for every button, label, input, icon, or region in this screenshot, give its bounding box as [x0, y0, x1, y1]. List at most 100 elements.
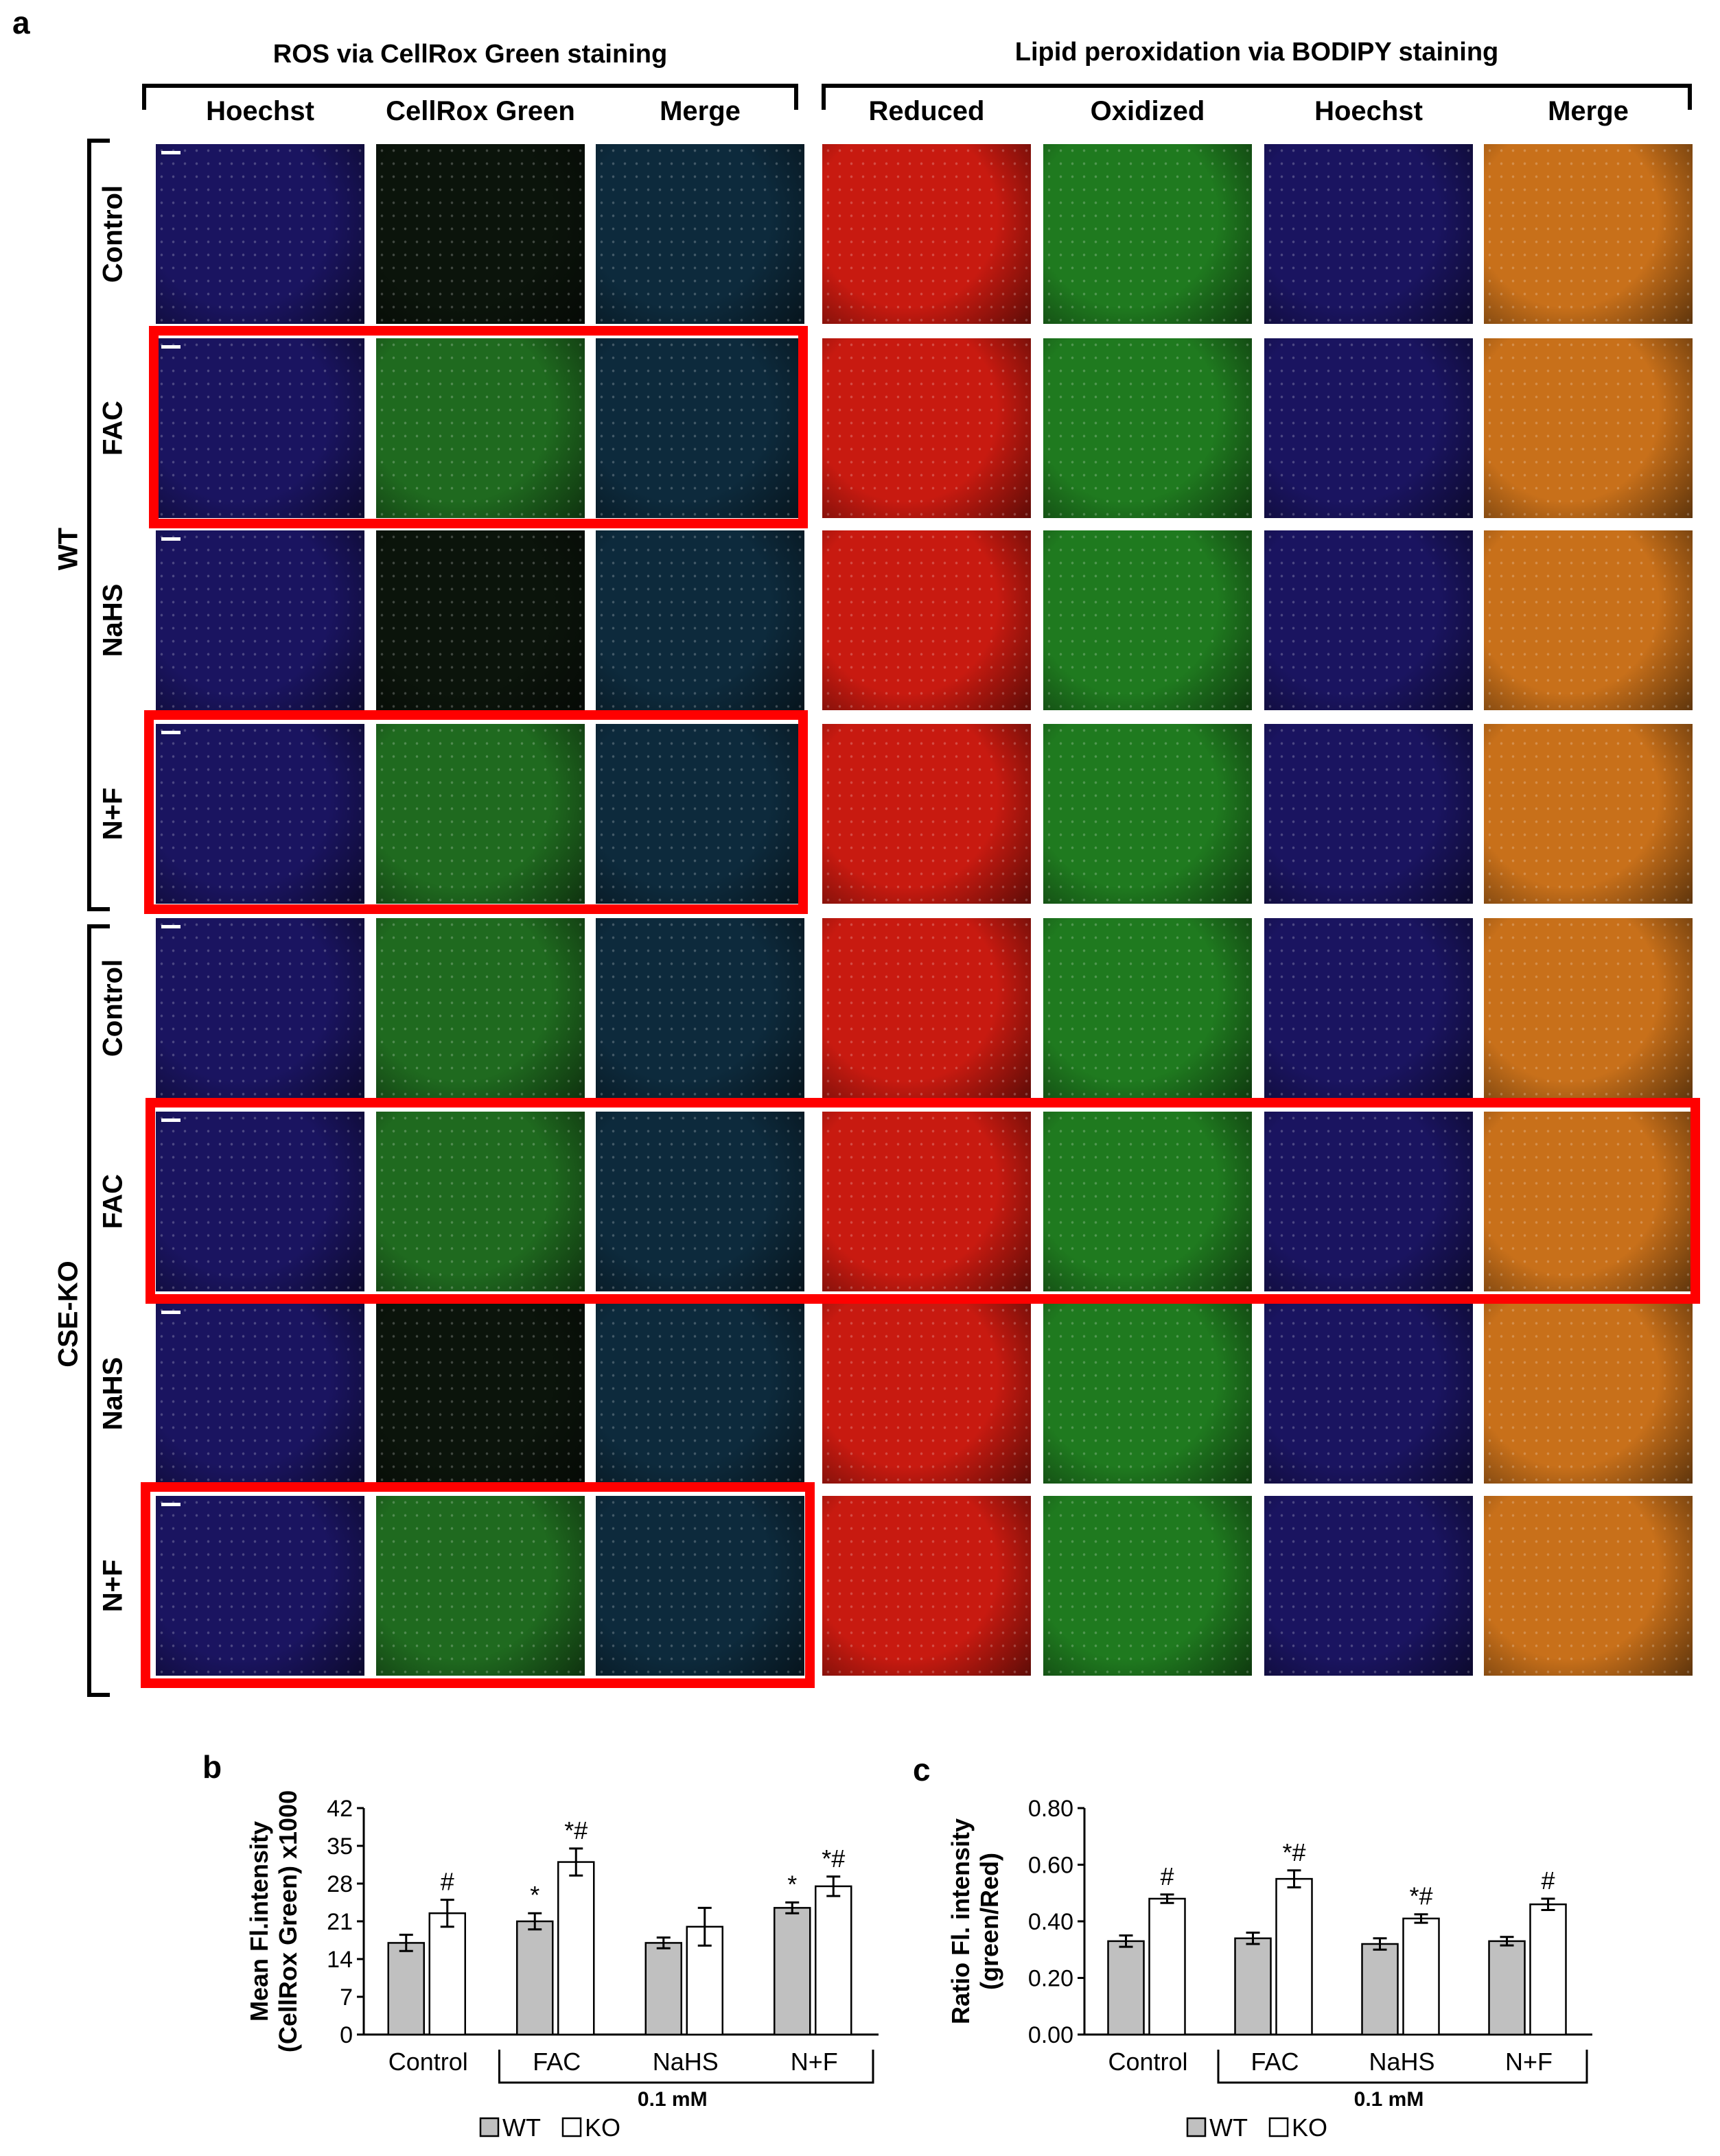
- y-tick-label: 0: [340, 2022, 353, 2048]
- column-header-hoechst-5: Hoechst: [1314, 96, 1423, 126]
- legend-swatch-ko: [1268, 2117, 1289, 2137]
- legend-label-ko: KO: [585, 2113, 620, 2142]
- legend-swatch-wt: [479, 2117, 500, 2137]
- group-bracket: [1217, 2050, 1588, 2084]
- micrograph-tile-r4-c0: [156, 918, 364, 1098]
- bar-ko: [557, 1861, 595, 2036]
- chart-c: Ratio Fl. intensity (green/Red) 0.00 0.20 0.…: [946, 1796, 1592, 2142]
- category-label: FAC: [1251, 2048, 1299, 2076]
- micrograph-tile-r1-c4: [1043, 338, 1252, 518]
- micrograph-tile-r0-c2: [596, 144, 804, 324]
- y-tick-label: 21: [327, 1909, 353, 1935]
- micrograph-tile-r7-c4: [1043, 1496, 1252, 1676]
- micrograph-tile-r7-c2: [596, 1496, 804, 1676]
- micrograph-tile-r6-c5: [1264, 1304, 1473, 1484]
- bar-ko: [815, 1885, 852, 2036]
- group-bracket: [498, 2050, 874, 2084]
- significance-mark: *: [787, 1871, 797, 1899]
- group-bracket-label: 0.1 mM: [1354, 2088, 1424, 2111]
- legend-label-wt: WT: [502, 2113, 541, 2142]
- micrograph-tile-r6-c1: [376, 1304, 585, 1484]
- y-tick-label: 28: [327, 1871, 353, 1897]
- genotype-label-wt: WT: [53, 527, 84, 571]
- legend-swatch-wt: [1186, 2117, 1207, 2137]
- column-header-merge-6: Merge: [1548, 96, 1629, 126]
- micrograph-tile-r6-c4: [1043, 1304, 1252, 1484]
- panel-letter-a: a: [12, 5, 30, 40]
- y-tick-label: 0.60: [1028, 1853, 1073, 1879]
- chart-b: Mean Fl.intensity (CellRox Green) x1000 0 7…: [245, 1790, 879, 2142]
- micrograph-tile-r2-c2: [596, 530, 804, 710]
- column-header-hoechst-0: Hoechst: [206, 96, 314, 126]
- bar-ko: [1529, 1903, 1567, 2036]
- micrograph-tile-r2-c6: [1484, 530, 1693, 710]
- group-bracket-label: 0.1 mM: [638, 2088, 708, 2111]
- micrograph-tile-r4-c6: [1484, 918, 1693, 1098]
- bar-wt: [1107, 1940, 1145, 2036]
- scale-bar: [161, 731, 181, 734]
- micrograph-tile-r7-c0: [156, 1496, 364, 1676]
- category-label: FAC: [533, 2048, 581, 2076]
- bar-ko: [1148, 1897, 1186, 2036]
- y-axis-label: Ratio Fl. intensity: [946, 1818, 975, 2024]
- y-tick-label: 42: [327, 1796, 353, 1822]
- micrograph-tile-r5-c3: [822, 1112, 1031, 1291]
- significance-mark: *#: [1282, 1838, 1305, 1866]
- micrograph-tile-r4-c1: [376, 918, 585, 1098]
- significance-mark: #: [1160, 1862, 1174, 1890]
- micrograph-tile-r6-c3: [822, 1304, 1031, 1484]
- column-header-oxidized-4: Oxidized: [1090, 96, 1205, 126]
- micrograph-tile-r7-c3: [822, 1496, 1031, 1676]
- significance-mark: *#: [564, 1816, 588, 1844]
- micrograph-tile-r3-c3: [822, 724, 1031, 904]
- micrograph-tile-r1-c6: [1484, 338, 1693, 518]
- row-label-nahs-6: NaHS: [97, 1357, 128, 1431]
- micrograph-tile-r3-c6: [1484, 724, 1693, 904]
- micrograph-tile-r5-c1: [376, 1112, 585, 1291]
- panel-letter-b: b: [202, 1749, 222, 1785]
- y-tick-label: 35: [327, 1833, 353, 1860]
- bar-wt: [1488, 1940, 1526, 2036]
- legend-label-ko: KO: [1292, 2113, 1327, 2142]
- y-tick-label: 0.40: [1028, 1909, 1073, 1935]
- micrograph-tile-r6-c6: [1484, 1304, 1693, 1484]
- micrograph-tile-r2-c3: [822, 530, 1031, 710]
- significance-mark: #: [1541, 1866, 1555, 1895]
- y-tick-label: 0.00: [1028, 2022, 1073, 2048]
- micrograph-tile-r3-c2: [596, 724, 804, 904]
- micrograph-tile-r6-c2: [596, 1304, 804, 1484]
- micrograph-tile-r0-c0: [156, 144, 364, 324]
- cse-ko-bracket: [87, 924, 110, 1697]
- bar-wt: [1234, 1937, 1272, 2036]
- column-header-reduced-3: Reduced: [868, 96, 985, 126]
- micrograph-tile-r0-c6: [1484, 144, 1693, 324]
- micrograph-tile-r6-c0: [156, 1304, 364, 1484]
- micrograph-tile-r3-c0: [156, 724, 364, 904]
- micrograph-tile-r1-c2: [596, 338, 804, 518]
- y-tick-label: 14: [327, 1947, 353, 1973]
- scale-bar: [161, 1503, 181, 1506]
- scale-bar: [161, 1311, 181, 1314]
- row-label-control-4: Control: [97, 959, 128, 1057]
- column-header-cellrox-green-1: CellRox Green: [386, 96, 575, 126]
- micrograph-tile-r5-c2: [596, 1112, 804, 1291]
- micrograph-tile-r3-c4: [1043, 724, 1252, 904]
- micrograph-tile-r3-c1: [376, 724, 585, 904]
- significance-mark: *#: [822, 1844, 845, 1873]
- row-label-fac-1: FAC: [97, 401, 128, 456]
- y-tick-label: 0.80: [1028, 1796, 1073, 1822]
- panel-letter-c: c: [913, 1752, 931, 1788]
- micrograph-tile-r7-c5: [1264, 1496, 1473, 1676]
- significance-mark: *: [530, 1881, 539, 1909]
- y-axis-label: Mean Fl.intensity: [245, 1821, 273, 2022]
- micrograph-tile-r1-c0: [156, 338, 364, 518]
- bar-wt: [387, 1942, 425, 2036]
- column-header-merge-2: Merge: [660, 96, 741, 126]
- significance-mark: #: [441, 1868, 454, 1896]
- category-label: NaHS: [653, 2048, 719, 2076]
- y-axis-label: (CellRox Green) x1000: [274, 1790, 302, 2052]
- bar-ko: [1402, 1917, 1440, 2036]
- micrograph-tile-r1-c1: [376, 338, 585, 518]
- micrograph-tile-r3-c5: [1264, 724, 1473, 904]
- row-label-nahs-2: NaHS: [97, 583, 128, 657]
